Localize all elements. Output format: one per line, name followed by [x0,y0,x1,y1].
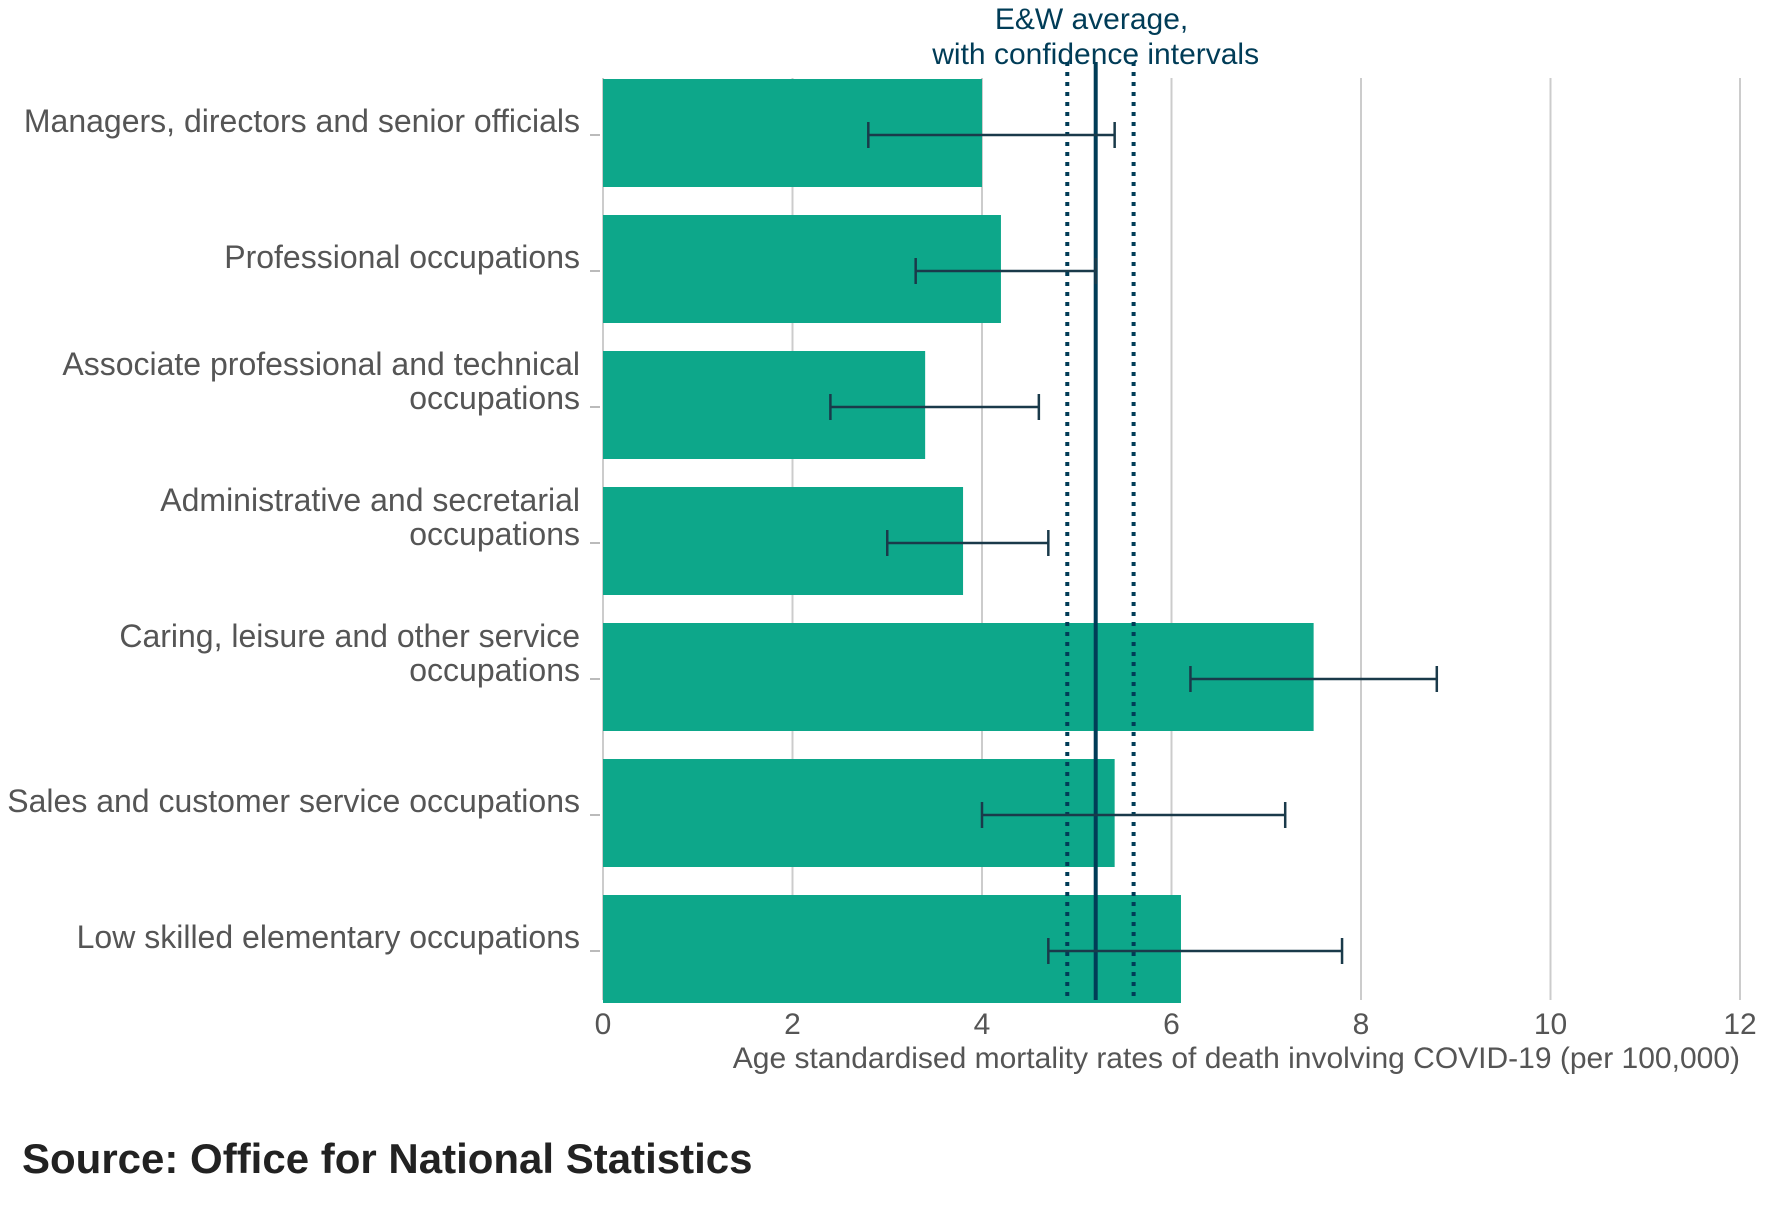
bar-5 [603,759,1115,867]
category-label-2-line-1: occupations [409,380,580,416]
reference-annotation: E&W average, with confidence intervals [931,3,1259,71]
category-label-3-line-1: occupations [409,516,580,552]
reference-annotation-line-1: E&W average, [995,3,1188,36]
category-label-6-line-0: Low skilled elementary occupations [77,919,580,955]
source-note: Source: Office for National Statistics [22,1135,753,1182]
bar-1 [603,215,1001,323]
x-tick-label-3: 6 [1163,1008,1180,1041]
category-label-5-line-0: Sales and customer service occupations [7,783,580,819]
category-label-3: Administrative and secretarial occupation… [160,482,580,552]
x-tick-label-1: 2 [784,1008,801,1041]
x-tick-label-4: 8 [1353,1008,1370,1041]
category-label-1-line-0: Professional occupations [224,239,580,275]
error-bar-6 [1047,938,1344,964]
x-tick-labels: 0 2 4 6 8 10 12 [595,1008,1757,1041]
x-axis-title: Age standardised mortality rates of deat… [733,1042,1740,1075]
category-label-6: Low skilled elementary occupations [77,919,580,955]
error-bar-0 [867,122,1116,148]
category-label-3-line-0: Administrative and secretarial [160,482,580,518]
bar-6 [603,895,1181,1003]
category-label-5: Sales and customer service occupations [7,783,580,819]
reference-lines [1065,62,1136,1000]
error-bar-4 [1189,666,1439,692]
category-label-2-line-0: Associate professional and technical [62,346,580,382]
error-bar-2 [829,394,1041,420]
bar-chart: Managers, directors and senior officials… [7,3,1757,1075]
category-label-0-line-0: Managers, directors and senior officials [24,103,580,139]
error-bars [829,122,1439,964]
error-bar-3 [886,530,1050,556]
x-tick-label-0: 0 [595,1008,612,1041]
category-label-1: Professional occupations [224,239,580,275]
category-label-4-line-1: occupations [409,652,580,688]
category-labels: Managers, directors and senior officials… [7,103,600,955]
x-tick-label-2: 4 [974,1008,991,1041]
category-label-0: Managers, directors and senior officials [24,103,580,139]
category-label-4: Caring, leisure and other service occupat… [119,618,580,688]
x-tick-label-5: 10 [1534,1008,1567,1041]
bars [603,79,1314,1003]
category-label-4-line-0: Caring, leisure and other service [119,618,580,654]
x-tick-label-6: 12 [1723,1008,1756,1041]
category-label-2: Associate professional and technical occu… [62,346,580,416]
error-bar-5 [980,802,1287,828]
bar-2 [603,351,926,459]
bar-4 [603,623,1314,731]
bar-0 [603,79,982,187]
error-bar-1 [914,258,1097,284]
bar-3 [603,487,964,595]
reference-annotation-line-2: with confidence intervals [931,38,1259,71]
